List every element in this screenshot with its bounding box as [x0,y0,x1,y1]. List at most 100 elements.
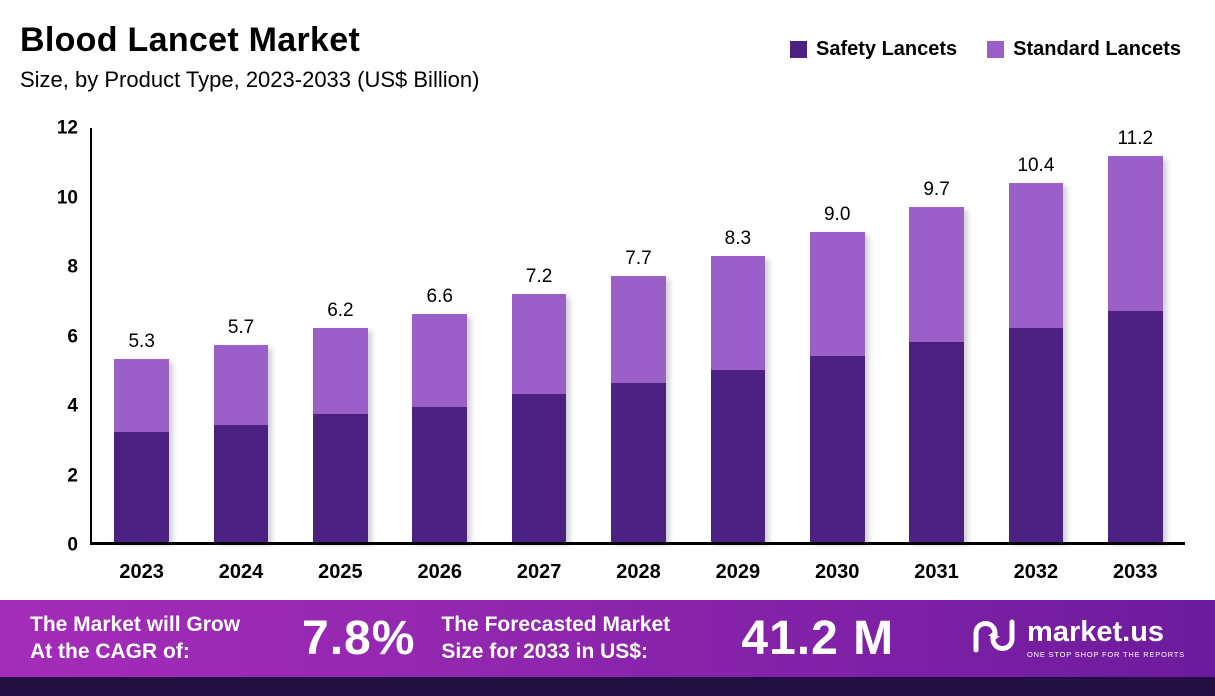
brand-name: market.us [1027,616,1165,649]
y-tick-label: 6 [67,326,78,347]
stacked-bar: 9.0 [809,204,865,543]
stacked-bar: 11.2 [1107,128,1163,542]
y-tick-label: 2 [67,465,78,487]
bar-total-label: 10.4 [1017,155,1055,177]
segment-safety-lancets [511,393,567,542]
x-axis-label: 2026 [417,561,463,583]
stacked-bar: 5.7 [213,317,269,542]
segment-safety-lancets [313,414,368,542]
page-title: Blood Lancet Market [20,21,361,59]
stacked-bar: 8.3 [710,228,766,542]
segment-standard-lancets [511,293,567,394]
bar-group: 5.3 2023 [92,128,191,583]
page-subtitle: Size, by Product Type, 2023-2033 (US$ Bi… [20,67,480,93]
segment-safety-lancets [114,431,169,542]
stacked-bar: 7.2 [511,266,567,542]
bar-total-label: 9.7 [923,179,950,201]
segment-standard-lancets [809,231,865,356]
x-axis-label: 2032 [1013,561,1059,583]
bottom-banner: The Market will Grow At the CAGR of: 7.8… [0,600,1215,677]
stacked-bar: 9.7 [909,179,964,542]
brand-text: market.us ONE STOP SHOP FOR THE REPORTS [1027,618,1185,659]
segment-safety-lancets [1107,310,1163,542]
y-tick-label: 4 [67,395,78,417]
segment-standard-lancets [412,314,468,408]
stacked-bar: 10.4 [1008,155,1064,542]
segment-safety-lancets [909,341,964,542]
x-axis-label: 2029 [715,561,761,583]
x-axis-label: 2027 [516,561,562,583]
bar-group: 5.7 2024 [191,128,290,583]
forecast-label: The Forecasted Market Size for 2033 in U… [441,612,741,665]
y-tick-label: 10 [56,187,78,208]
forecast-label-line2: Size for 2033 in US$: [441,639,648,663]
bar-total-label: 5.7 [227,317,255,339]
forecast-value: 41.2 M [741,612,895,665]
x-axis-label: 2030 [814,561,860,583]
market-us-logo-icon [971,618,1017,659]
bar-total-label: 6.2 [327,300,354,322]
segment-standard-lancets [710,255,766,370]
segment-standard-lancets [114,359,169,432]
bar-total-label: 9.0 [823,203,851,225]
bar-total-label: 11.2 [1117,127,1154,149]
brand-logo: market.us ONE STOP SHOP FOR THE REPORTS [971,618,1185,659]
y-tick-label: 12 [56,117,78,139]
bar-group: 9.0 2030 [788,128,887,583]
footer-strip [0,677,1215,696]
bar-total-label: 5.3 [128,331,155,353]
plot-area: 5.3 2023 5.7 2024 6.2 2025 6.6 2026 7.2 2027 7.7 20… [90,128,1185,583]
x-axis-label: 2024 [218,561,264,583]
bar-group: 6.6 2026 [390,128,489,583]
y-tick-label: 8 [67,256,78,278]
stacked-bar: 6.2 [313,300,368,542]
x-axis-label: 2028 [616,561,661,583]
legend-label: Standard Lancets [1013,38,1181,60]
x-axis-label: 2031 [914,561,959,583]
forecast-label-line1: The Forecasted Market [441,613,671,637]
segment-standard-lancets [313,328,368,415]
stacked-bar: 7.7 [611,248,666,542]
bar-total-label: 6.6 [426,286,453,308]
stacked-bar: 6.6 [412,286,468,542]
segment-safety-lancets [1008,328,1064,542]
cagr-label: The Market will Grow At the CAGR of: [30,612,302,665]
x-axis-label: 2023 [119,561,164,583]
bar-group: 7.2 2027 [489,128,588,583]
cagr-label-line1: The Market will Grow [30,613,241,637]
chart-header: Blood Lancet Market Size, by Product Typ… [20,21,480,93]
segment-standard-lancets [909,207,964,342]
bar-group: 10.4 2032 [986,128,1085,583]
segment-safety-lancets [611,383,666,542]
segment-standard-lancets [1008,183,1064,329]
y-axis: 0 2 4 6 8 10 12 [30,119,78,555]
legend-label: Safety Lancets [816,38,958,60]
bar-group: 6.2 2025 [291,128,390,583]
brand-tagline: ONE STOP SHOP FOR THE REPORTS [1027,650,1185,660]
segment-safety-lancets [412,407,468,542]
x-axis-label: 2025 [318,561,363,583]
safety-lancets-swatch-icon [790,41,807,58]
segment-safety-lancets [809,355,865,542]
bar-total-label: 7.7 [625,248,652,270]
segment-safety-lancets [213,424,269,542]
bar-total-label: 8.3 [724,227,752,249]
legend-item-standard-lancets: Standard Lancets [987,38,1181,61]
bar-group: 11.2 2033 [1086,128,1185,583]
bar-total-label: 7.2 [525,265,553,287]
segment-standard-lancets [213,345,269,425]
stacked-bar: 5.3 [114,331,169,542]
bar-group: 9.7 2031 [887,128,986,583]
y-tick-label: 0 [67,534,78,556]
segment-standard-lancets [1107,155,1163,311]
bar-group: 7.7 2028 [589,128,688,583]
standard-lancets-swatch-icon [987,41,1005,58]
bar-group: 8.3 2029 [688,128,787,583]
cagr-label-line2: At the CAGR of: [30,639,190,663]
cagr-value: 7.8% [302,612,416,665]
segment-standard-lancets [611,276,666,384]
legend: Safety Lancets Standard Lancets [790,38,1181,61]
x-axis-label: 2033 [1113,561,1158,583]
segment-safety-lancets [710,369,766,542]
legend-item-safety-lancets: Safety Lancets [790,38,957,61]
